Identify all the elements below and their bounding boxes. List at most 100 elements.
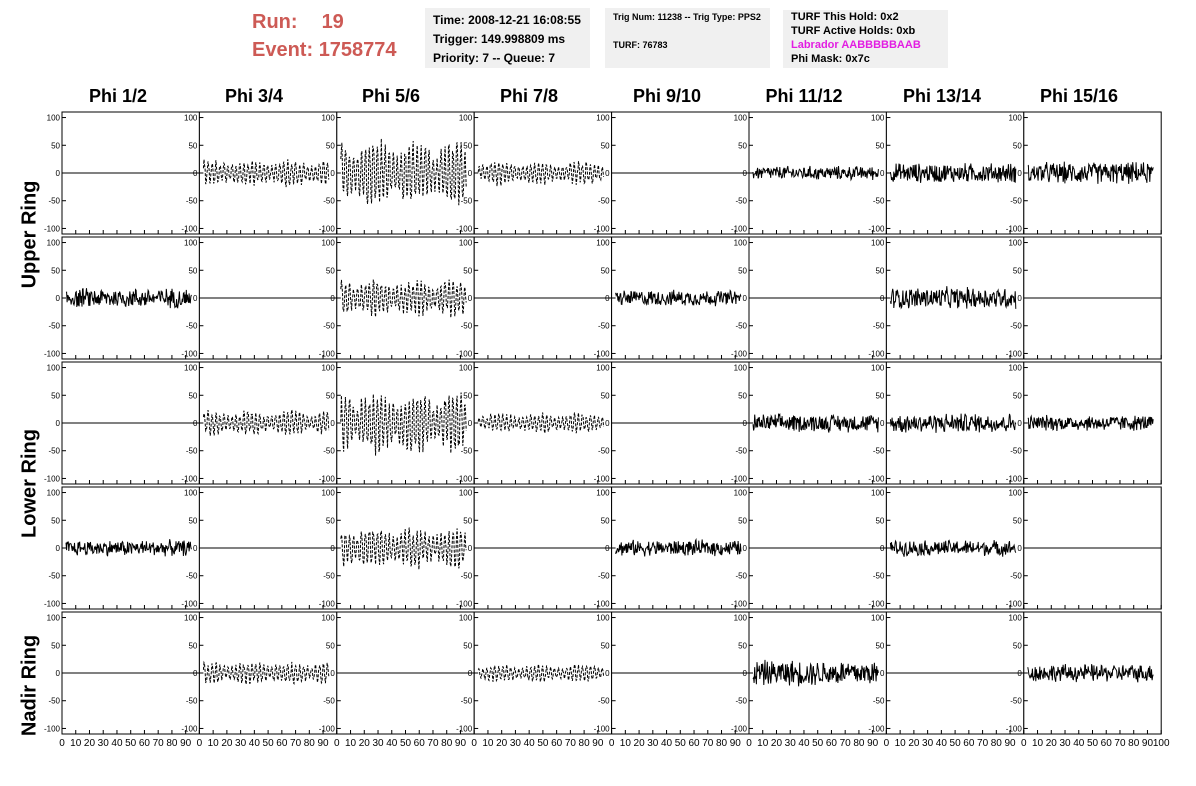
turf-active-text: TURF Active Holds: 0xb	[791, 25, 916, 37]
panel-r4-c4-ytick-label: -50	[461, 572, 473, 581]
panel-r5-c2-xtick-label: 30	[235, 738, 247, 749]
panel-r1-c4-ytick-label: -100	[456, 224, 473, 233]
panel-r5-c7-xtick-label: 20	[908, 738, 920, 749]
panel-r3-c6-ytick-label: -50	[735, 447, 747, 456]
panel-r5-c2-waveform	[202, 660, 330, 686]
panel-r1-c3-ytick-label: 100	[321, 114, 335, 123]
panel-r5-c5-xtick-label: 70	[702, 738, 714, 749]
panel-r4-c5-ytick-label: 50	[601, 516, 610, 525]
panel-r5-c5-xtick-label: 50	[675, 738, 687, 749]
panel-r1-c6-ytick-label: 50	[738, 141, 747, 150]
panel-r5-c3-ytick-label: -50	[323, 697, 335, 706]
turf-hold-text: TURF This Hold: 0x2	[791, 11, 899, 23]
event-label: Event:	[252, 39, 314, 61]
panel-r2-c8-ytick-label: -50	[1010, 322, 1022, 331]
turf-info-box: TURF This Hold: 0x2 TURF Active Holds: 0…	[783, 10, 948, 68]
panel-r1-c8-ytick-label: 50	[1013, 141, 1022, 150]
panel-r5-c8-xtick-label: 70	[1114, 738, 1126, 749]
panel-r3-c2-frame	[198, 361, 338, 485]
panel-r4-c2-ytick-label: -50	[186, 572, 198, 581]
panel-r3-c7-ytick-label: -50	[873, 447, 885, 456]
column-header-phi-1-2: Phi 1/2	[88, 86, 148, 106]
panel-r3-c1-ytick-label: 0	[56, 419, 61, 428]
panel-r4-c2-ytick-label: 0	[193, 544, 198, 553]
column-header-phi-11-12: Phi 11/12	[765, 86, 843, 106]
panel-r5-c8-ytick-label: 100	[1008, 614, 1022, 623]
panel-r4-c8-ytick-label: -100	[1006, 599, 1023, 608]
panel-r1-c6-ytick-label: -100	[731, 224, 748, 233]
panel-r3-c1-ytick-label: 50	[51, 391, 60, 400]
panel-r3-c4-ytick-label: -50	[461, 447, 473, 456]
run-value: 19	[321, 11, 344, 33]
panel-r5-c2-ytick-label: 100	[184, 614, 198, 623]
panel-r5-c2-ytick-label: 0	[193, 669, 198, 678]
panel-r1-c5-ytick-label: -100	[594, 224, 611, 233]
panel-r3-c4-frame	[473, 361, 613, 485]
panel-r1-c4-frame	[473, 111, 613, 235]
panel-r4-c3-ytick-label: 50	[326, 516, 335, 525]
panel-r2-c2-ytick-label: 100	[184, 239, 198, 248]
panel-r5-c1-ytick-label: 0	[56, 669, 61, 678]
panel-r4-c3-ytick-label: 0	[330, 544, 335, 553]
panel-r5-c3-xtick-label: 20	[359, 738, 371, 749]
panel-r5-c5-ytick-label: 100	[596, 614, 610, 623]
panel-r5-c7-ytick-label: -100	[868, 724, 885, 733]
panel-r5-c5-xtick-label: 0	[609, 738, 615, 749]
panel-r5-c6-ytick-label: -100	[731, 724, 748, 733]
panel-r3-c7-ytick-label: 0	[880, 419, 885, 428]
panel-r2-c2-ytick-label: -50	[186, 322, 198, 331]
panel-r5-c1-xtick-label: 50	[125, 738, 137, 749]
panel-r2-c8-ytick-label: -100	[1006, 349, 1023, 358]
panel-r4-c8-ytick-label: 50	[1013, 516, 1022, 525]
panel-r2-c5-ytick-label: 50	[601, 266, 610, 275]
panel-r5-c7-ytick-label: -50	[873, 697, 885, 706]
panel-r5-c2-ytick-label: -50	[186, 697, 198, 706]
panel-r5-c8-xtick-label: 30	[1059, 738, 1071, 749]
panel-r3-c6-waveform	[752, 412, 879, 433]
panel-r3-c4-waveform	[477, 412, 605, 434]
panel-r2-c3-frame	[336, 236, 475, 360]
panel-r5-c8-waveform	[1027, 663, 1154, 683]
panel-r1-c4-ytick-label: -50	[461, 197, 473, 206]
panel-r5-c5-xtick-label: 30	[647, 738, 659, 749]
panel-r1-c5-ytick-label: 0	[605, 169, 610, 178]
panel-r5-c1-xtick-label: 10	[70, 738, 82, 749]
panel-r4-c6-ytick-label: 0	[743, 544, 748, 553]
panel-r5-c6-xtick-label: 10	[757, 738, 769, 749]
column-header-phi-7-8: Phi 7/8	[499, 86, 559, 106]
panel-r3-c4-ytick-label: 0	[468, 419, 473, 428]
panel-r5-c7-ytick-label: 50	[875, 641, 884, 650]
panel-r2-c1-ytick-label: -50	[48, 322, 60, 331]
panel-r2-c3-waveform	[340, 279, 467, 318]
panel-r2-c4-ytick-label: -50	[461, 322, 473, 331]
panel-r5-c1-xtick-label: 80	[166, 738, 178, 749]
panel-r5-c8-xtick-label: 20	[1046, 738, 1058, 749]
panel-r1-c2-ytick-label: -100	[181, 224, 198, 233]
panel-r2-c8-ytick-label: 0	[1017, 294, 1022, 303]
trigger-text: Trigger: 149.998809 ms	[433, 32, 566, 46]
panel-r4-c5-ytick-label: 100	[596, 489, 610, 498]
panel-r2-c7-waveform	[889, 286, 1017, 310]
panel-r5-c3-xtick-label: 40	[386, 738, 398, 749]
panel-r3-c5-ytick-label: -100	[594, 474, 611, 483]
panel-r5-c8-xtick-label: 10	[1032, 738, 1044, 749]
panel-r4-c3-ytick-label: -50	[323, 572, 335, 581]
panel-r5-c3-ytick-label: 50	[326, 641, 335, 650]
panel-r4-c5-ytick-label: -100	[594, 599, 611, 608]
panel-r1-c1-ytick-label: 50	[51, 141, 60, 150]
panel-r1-c1-ytick-label: -50	[48, 197, 60, 206]
panel-r2-c6-ytick-label: 100	[734, 239, 748, 248]
panel-r2-c8-ytick-label: 50	[1013, 266, 1022, 275]
panel-r5-c2-xtick-label: 40	[249, 738, 261, 749]
panel-r2-c3-ytick-label: 100	[321, 239, 335, 248]
panel-r4-c5-waveform	[615, 537, 742, 557]
panel-r1-c8-ytick-label: 100	[1008, 114, 1022, 123]
panel-r2-c7-ytick-label: 100	[871, 239, 885, 248]
panel-r1-c5-ytick-label: 50	[601, 141, 610, 150]
panel-r1-c2-frame	[198, 111, 338, 235]
panel-r5-c5-xtick-label: 10	[620, 738, 632, 749]
panel-r5-c5-xtick-label: 40	[661, 738, 673, 749]
panel-r5-c2-xtick-label: 20	[221, 738, 233, 749]
panel-r2-c7-ytick-label: -100	[868, 349, 885, 358]
